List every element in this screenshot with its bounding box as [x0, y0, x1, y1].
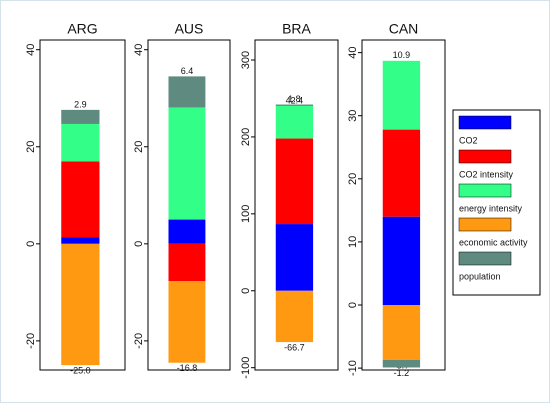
y-tick-label: 200 [240, 128, 252, 146]
value-label: -66.7 [284, 342, 305, 352]
bar-segment [275, 224, 314, 291]
y-tick-label: 30 [347, 110, 359, 122]
legend-label: energy intensity [459, 203, 523, 213]
legend-label: economic activity [459, 237, 528, 247]
y-tick-label: 20 [133, 141, 145, 153]
bar-segment [275, 290, 314, 343]
value-label: -16.8 [177, 363, 198, 373]
value-label: 6.4 [181, 66, 194, 76]
bar-segment [382, 216, 421, 306]
value-label: 42.4 [286, 95, 304, 105]
bar-segment [275, 104, 314, 106]
bar-segment [168, 219, 206, 244]
legend-swatch [458, 217, 512, 232]
bar-segment [61, 243, 100, 366]
y-tick-label: 10 [347, 236, 359, 248]
bar-segment [61, 161, 100, 238]
y-tick-label: 20 [347, 173, 359, 185]
value-label: 2.9 [74, 99, 87, 109]
panel-title: BRA [282, 21, 311, 37]
bar-segment [382, 60, 421, 130]
bar-segment [275, 138, 314, 225]
bar-segment [168, 107, 206, 220]
bar-segment [382, 129, 421, 217]
bar-segment [61, 237, 100, 244]
legend-swatch [458, 183, 512, 198]
value-label: 1.8 [288, 94, 301, 104]
legend-label: CO2 [459, 135, 478, 145]
y-tick-label: 40 [25, 44, 37, 56]
y-tick-label: 0 [240, 288, 252, 294]
panel-title: AUS [175, 21, 204, 37]
legend-swatch [458, 149, 512, 164]
panel-title: CAN [389, 21, 419, 37]
y-tick-label: -10 [347, 360, 359, 376]
y-tick-label: 0 [133, 241, 145, 247]
y-tick-label: 300 [240, 51, 252, 69]
bar-segment [168, 281, 206, 363]
y-tick-label: -20 [133, 333, 145, 349]
value-label: 10.9 [393, 50, 411, 60]
value-label: -1.2 [394, 368, 410, 378]
bar-segment [382, 305, 421, 360]
y-tick-label: 20 [25, 141, 37, 153]
y-tick-label: 40 [347, 46, 359, 58]
bar-segment [61, 109, 100, 124]
y-tick-label: -20 [25, 333, 37, 349]
y-tick-label: 0 [347, 302, 359, 308]
bar-segment [275, 105, 314, 139]
y-tick-label: -100 [240, 357, 252, 379]
bar-segment [382, 359, 421, 368]
legend-swatch [458, 115, 512, 130]
bar-segment [61, 123, 100, 162]
legend-label: population [459, 271, 501, 281]
y-tick-label: 40 [133, 44, 145, 56]
bar-segment [168, 243, 206, 282]
legend-label: CO2 intensity [459, 169, 514, 179]
panel-title: ARG [67, 21, 97, 37]
value-label: -25.0 [70, 366, 91, 376]
y-tick-label: 100 [240, 205, 252, 223]
legend-swatch [458, 251, 512, 266]
bar-segment [168, 76, 206, 108]
y-tick-label: 0 [25, 241, 37, 247]
